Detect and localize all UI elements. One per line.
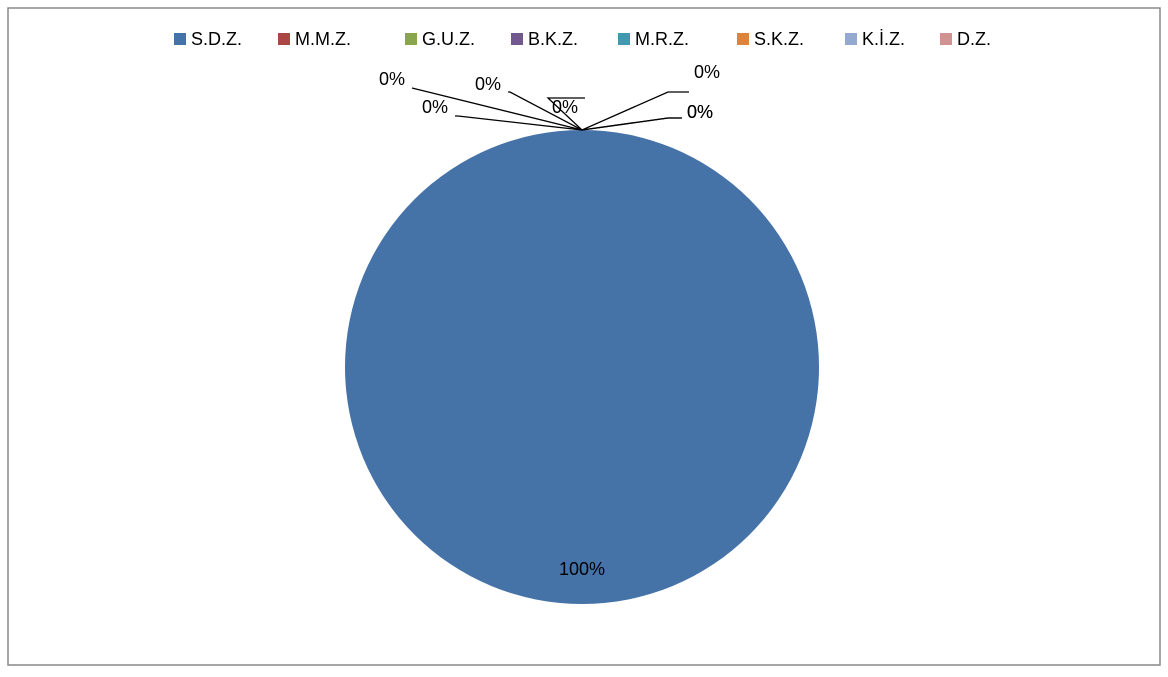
data-label: 0% [475,74,501,94]
data-label: 0% [687,102,713,122]
legend-label: M.M.Z. [295,29,351,49]
legend-swatch [511,33,523,45]
leader-line [581,117,682,131]
legend-label: G.U.Z. [422,29,475,49]
pie-slice [345,130,819,604]
data-label: 0% [687,102,713,122]
legend-label: D.Z. [957,29,991,49]
legend-swatch [405,33,417,45]
legend-label: K.İ.Z. [862,29,905,49]
legend-swatch [174,33,186,45]
legend-swatch [737,33,749,45]
leader-line [508,91,583,131]
leader-line [455,115,583,131]
legend-swatch [278,33,290,45]
data-label: 0% [379,69,405,89]
leader-line [546,97,585,131]
legend-swatch [940,33,952,45]
legend-swatch [618,33,630,45]
legend-label: S.D.Z. [191,29,242,49]
data-label: 0% [552,97,578,117]
legend-swatch [845,33,857,45]
legend-label: S.K.Z. [754,29,804,49]
data-label: 100% [559,559,605,579]
data-label: 0% [422,97,448,117]
legend-label: M.R.Z. [635,29,689,49]
legend-label: B.K.Z. [528,29,578,49]
leader-line [581,91,689,131]
data-label: 0% [694,62,720,82]
leader-line [411,87,583,131]
